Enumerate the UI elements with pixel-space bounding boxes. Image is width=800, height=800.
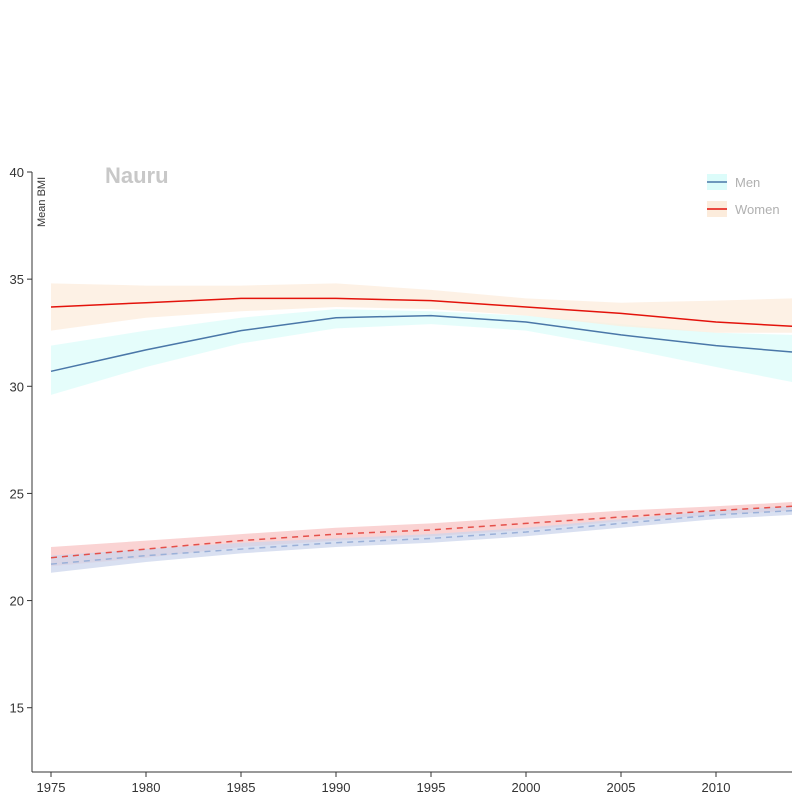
line-men <box>50 314 793 373</box>
axes: 15 20 25 30 35 40 1975 1980 1985 1990 1995 2000 2005… <box>10 165 792 795</box>
x-tick-label: 1975 <box>37 780 66 795</box>
chart-title: Nauru <box>105 163 169 188</box>
x-tick-label: 1995 <box>417 780 446 795</box>
y-tick-label: 25 <box>10 486 24 501</box>
y-tick-label: 40 <box>10 165 24 180</box>
series-lines <box>50 297 793 565</box>
legend-label-women[interactable]: Women <box>735 202 780 217</box>
y-tick-label: 35 <box>10 272 24 287</box>
band-dashed-3 <box>51 506 792 573</box>
y-tick-label: 20 <box>10 594 24 609</box>
y-axis-title: Mean BMI <box>36 177 48 227</box>
x-tick-label: 1990 <box>322 780 351 795</box>
x-tick-label: 2000 <box>512 780 541 795</box>
legend[interactable]: Men Women <box>707 174 780 217</box>
line-women <box>50 297 793 328</box>
x-tick-label: 2005 <box>607 780 636 795</box>
confidence-bands <box>51 283 792 573</box>
x-tick-label: 2010 <box>702 780 731 795</box>
band-men <box>51 309 792 395</box>
y-tick-label: 30 <box>10 379 24 394</box>
band-women <box>51 283 792 333</box>
legend-label-men[interactable]: Men <box>735 175 760 190</box>
x-tick-label: 1985 <box>227 780 256 795</box>
band-dashed-2 <box>51 502 792 567</box>
x-tick-label: 1980 <box>132 780 161 795</box>
y-tick-label: 15 <box>10 701 24 716</box>
